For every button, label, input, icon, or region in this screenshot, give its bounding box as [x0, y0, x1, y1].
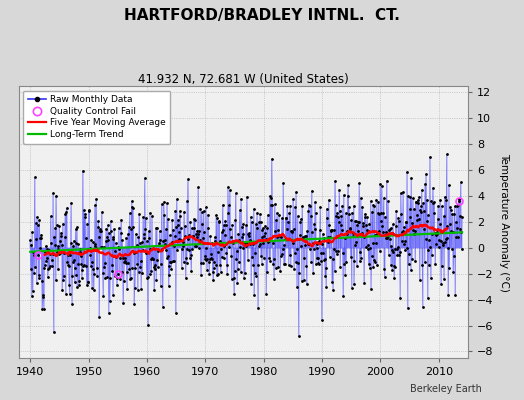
Legend: Raw Monthly Data, Quality Control Fail, Five Year Moving Average, Long-Term Tren: Raw Monthly Data, Quality Control Fail, …: [23, 90, 170, 144]
Title: 41.932 N, 72.681 W (United States): 41.932 N, 72.681 W (United States): [138, 73, 348, 86]
Y-axis label: Temperature Anomaly (°C): Temperature Anomaly (°C): [499, 152, 509, 292]
Text: Berkeley Earth: Berkeley Earth: [410, 384, 482, 394]
Text: HARTFORD/BRADLEY INTNL.  CT.: HARTFORD/BRADLEY INTNL. CT.: [124, 8, 400, 23]
